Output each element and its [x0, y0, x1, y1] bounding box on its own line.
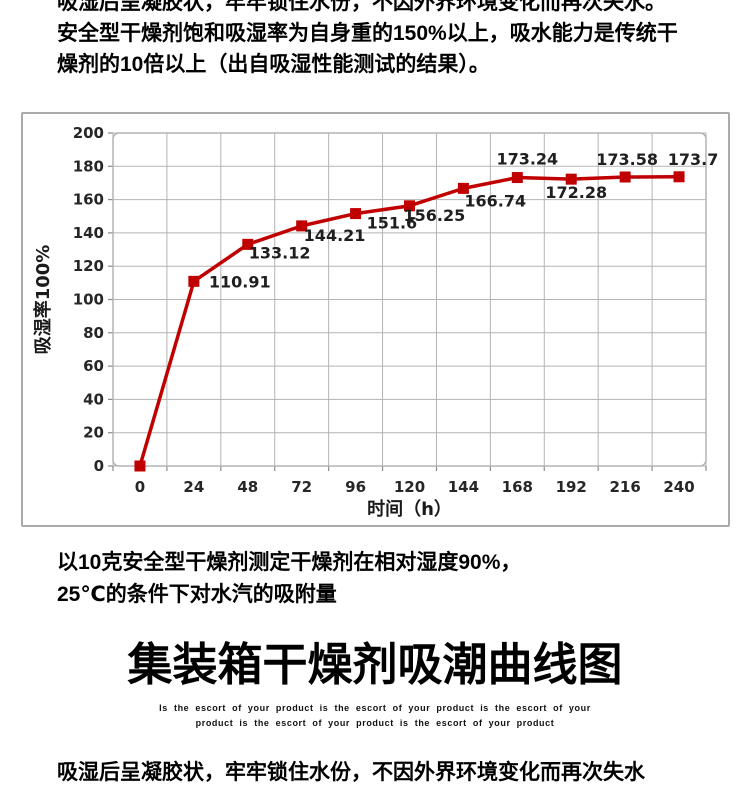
data-point-marker — [565, 173, 577, 185]
intro-line-2: 安全型干燥剂饱和吸湿率为自身重的150%以上，吸水能力是传统干 — [57, 22, 678, 45]
footer-paragraph: 吸湿后呈凝胶状，牢牢锁住水份，不因外界环境变化而再次失水 — [57, 757, 717, 788]
y-tick-label: 0 — [94, 457, 104, 475]
data-label: 151.6 — [367, 214, 418, 233]
y-tick-label: 200 — [73, 124, 104, 142]
data-label: 173.24 — [496, 150, 558, 169]
data-point-marker — [457, 182, 469, 194]
y-axis-title: 吸湿率100% — [32, 245, 54, 355]
chart-caption-line-2: 25℃的条件下对水汽的吸附量 — [57, 583, 337, 606]
y-tick-label: 40 — [83, 390, 104, 408]
data-label: 172.28 — [545, 183, 607, 202]
x-axis-title: 时间（h） — [367, 499, 452, 520]
x-tick-label: 168 — [502, 478, 533, 496]
chart-caption-line-1: 以10克安全型干燥剂测定干燥剂在相对湿度90%， — [57, 551, 522, 574]
data-label: 173.58 — [596, 150, 658, 169]
y-tick-label: 160 — [73, 191, 104, 209]
page-title: 集装箱干燥剂吸潮曲线图 — [127, 639, 623, 690]
data-point-marker — [404, 200, 415, 212]
data-point-marker — [134, 460, 146, 472]
y-tick-label: 120 — [73, 257, 104, 275]
x-tick-label: 0 — [135, 478, 145, 496]
data-label: 156.25 — [404, 206, 466, 225]
data-point-marker — [188, 275, 200, 287]
footer-line: 吸湿后呈凝胶状，牢牢锁住水份，不因外界环境变化而再次失水 — [57, 761, 645, 784]
x-tick-label: 120 — [394, 478, 425, 496]
data-label: 144.21 — [304, 226, 366, 245]
chart-container: 0 20 40 60 80 100 120 140 160 180 200 0 24 48 72 96 120 1… — [21, 112, 730, 527]
data-label: 166.74 — [464, 191, 526, 210]
y-tick-label: 80 — [83, 324, 104, 342]
y-tick-label: 20 — [83, 424, 104, 442]
intro-line-1: 吸湿后呈凝胶状，牢牢锁住水份，不因外界环境变化而再次失水。 — [57, 0, 666, 14]
data-point-marker — [511, 172, 523, 184]
subtitle-english-line-1: Is the escort of your product is the esc… — [159, 703, 591, 713]
chart-caption: 以10克安全型干燥剂测定干燥剂在相对湿度90%， 25℃的条件下对水汽的吸附量 — [57, 547, 717, 611]
data-point-marker — [350, 208, 362, 220]
y-tick-label: 60 — [83, 357, 104, 375]
x-tick-label: 72 — [291, 478, 312, 496]
x-tick-label: 24 — [183, 478, 204, 496]
subtitle-english: Is the escort of your product is the esc… — [0, 701, 750, 731]
data-point-marker — [619, 171, 631, 183]
moisture-absorption-line-chart: 0 20 40 60 80 100 120 140 160 180 200 0 24 48 72 96 120 1… — [32, 124, 719, 520]
data-point-marker — [242, 238, 254, 250]
data-label: 133.12 — [249, 243, 311, 262]
plot-border — [112, 132, 707, 467]
x-tick-label: 192 — [556, 478, 587, 496]
x-tick-label: 144 — [448, 478, 479, 496]
data-label: 173.7 — [668, 150, 719, 169]
intro-line-3: 燥剂的10倍以上（出自吸湿性能测试的结果）。 — [57, 53, 490, 76]
subtitle-english-line-2: product is the escort of your product is… — [195, 718, 555, 728]
y-tick-label: 180 — [73, 157, 104, 175]
data-point-marker — [673, 171, 685, 183]
intro-paragraph: 吸湿后呈凝胶状，牢牢锁住水份，不因外界环境变化而再次失水。 安全型干燥剂饱和吸湿… — [57, 0, 717, 80]
x-tick-label: 216 — [609, 478, 640, 496]
x-tick-label: 96 — [345, 478, 366, 496]
y-tick-label: 140 — [73, 224, 104, 242]
x-tick-label: 48 — [237, 478, 258, 496]
data-label: 110.91 — [209, 272, 271, 291]
x-tick-label: 240 — [663, 478, 694, 496]
y-tick-label: 100 — [73, 291, 104, 309]
data-point-marker — [296, 220, 308, 232]
